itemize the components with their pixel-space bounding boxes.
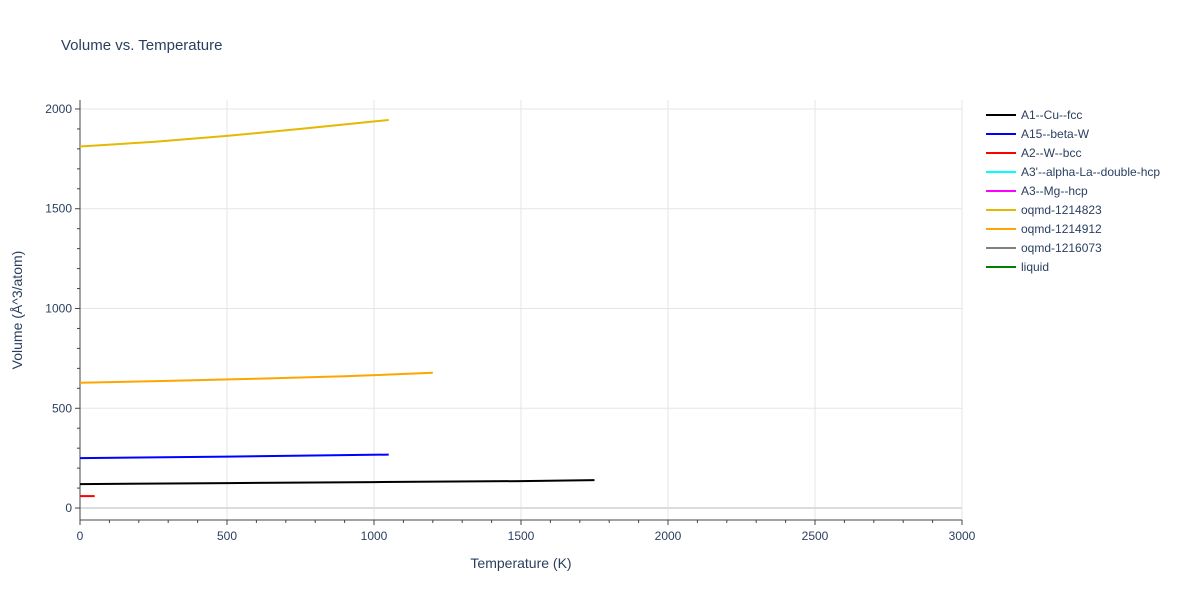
y-tick-label: 0 [65, 501, 72, 515]
grid [80, 100, 963, 520]
legend-label: A3'--alpha-La--double-hcp [1021, 165, 1160, 179]
series-line [79, 371, 433, 384]
y-tick-label: 1500 [45, 202, 72, 216]
x-tick-label: 0 [77, 529, 84, 543]
x-tick-label: 500 [217, 529, 237, 543]
legend-item[interactable]: liquid [986, 260, 1049, 274]
legend-label: A2--W--bcc [1021, 146, 1081, 160]
x-tick-label: 1500 [508, 529, 535, 543]
legend-item[interactable]: A3--Mg--hcp [986, 184, 1088, 198]
x-tick-label: 1000 [361, 529, 388, 543]
legend-item[interactable]: oqmd-1216073 [986, 241, 1102, 255]
legend-label: oqmd-1216073 [1021, 241, 1102, 255]
x-tick-label: 2500 [802, 529, 829, 543]
legend-label: oqmd-1214823 [1021, 203, 1102, 217]
legend-item[interactable]: A1--Cu--fcc [986, 108, 1082, 122]
y-tick-label: 500 [52, 401, 72, 415]
legend-item[interactable]: A2--W--bcc [986, 146, 1081, 160]
legend-label: A15--beta-W [1021, 127, 1090, 141]
legend-label: liquid [1021, 260, 1049, 274]
legend-item[interactable]: oqmd-1214912 [986, 222, 1102, 236]
legend: A1--Cu--fcc A15--beta-W A2--W--bcc A3'--alp… [986, 108, 1160, 274]
series-line [79, 453, 389, 460]
legend-item[interactable]: A15--beta-W [986, 127, 1090, 141]
x-tick-label: 2000 [655, 529, 682, 543]
x-axis-title: Temperature (K) [470, 555, 571, 571]
x-tick-label: 3000 [949, 529, 976, 543]
legend-item[interactable]: A3'--alpha-La--double-hcp [986, 165, 1160, 179]
chart-title: Volume vs. Temperature [61, 37, 222, 54]
y-tick-label: 2000 [45, 102, 72, 116]
y-tick-label: 1000 [45, 302, 72, 316]
series-line [79, 119, 389, 148]
axes: 0 500 1000 1500 2000 2500 3000 0 500 1000 1500 2000 [45, 100, 976, 543]
series-line [79, 479, 595, 486]
legend-label: A3--Mg--hcp [1021, 184, 1088, 198]
y-axis-title: Volume (Å^3/atom) [9, 251, 25, 370]
legend-label: A1--Cu--fcc [1021, 108, 1082, 122]
legend-label: oqmd-1214912 [1021, 222, 1102, 236]
plot-area [79, 119, 595, 498]
legend-item[interactable]: oqmd-1214823 [986, 203, 1102, 217]
